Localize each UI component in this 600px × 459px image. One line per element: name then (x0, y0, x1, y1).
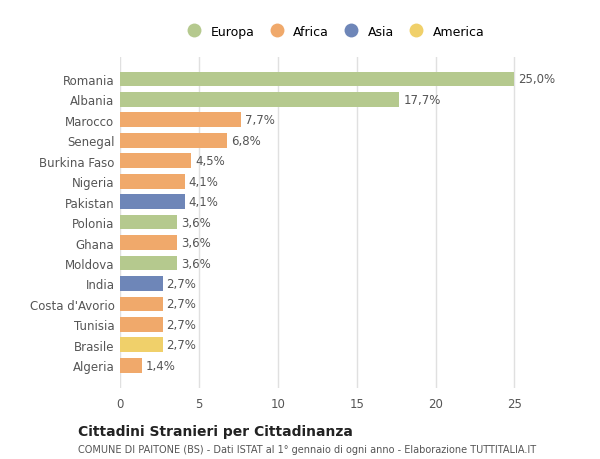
Bar (120, 358, 142, 373)
Bar (120, 154, 191, 169)
Text: 4,1%: 4,1% (188, 196, 218, 209)
Text: 3,6%: 3,6% (181, 257, 211, 270)
Text: 1,4%: 1,4% (146, 359, 176, 372)
Bar (120, 317, 163, 332)
Text: 17,7%: 17,7% (403, 94, 440, 106)
Text: COMUNE DI PAITONE (BS) - Dati ISTAT al 1° gennaio di ogni anno - Elaborazione TU: COMUNE DI PAITONE (BS) - Dati ISTAT al 1… (78, 444, 536, 454)
Legend: Europa, Africa, Asia, America: Europa, Africa, Asia, America (182, 26, 484, 39)
Bar (120, 73, 514, 87)
Text: 3,6%: 3,6% (181, 236, 211, 250)
Bar (120, 174, 185, 189)
Text: 2,7%: 2,7% (167, 298, 196, 311)
Bar (120, 134, 227, 148)
Bar (120, 93, 399, 107)
Bar (120, 195, 185, 210)
Bar (120, 338, 163, 353)
Bar (120, 256, 177, 271)
Bar (120, 276, 163, 291)
Bar (120, 297, 163, 312)
Text: 25,0%: 25,0% (518, 73, 556, 86)
Text: Cittadini Stranieri per Cittadinanza: Cittadini Stranieri per Cittadinanza (78, 425, 353, 438)
Text: 2,7%: 2,7% (167, 277, 196, 291)
Text: 4,5%: 4,5% (195, 155, 224, 168)
Bar (120, 113, 241, 128)
Text: 6,8%: 6,8% (231, 134, 261, 147)
Text: 2,7%: 2,7% (167, 339, 196, 352)
Bar (120, 235, 177, 250)
Text: 2,7%: 2,7% (167, 318, 196, 331)
Text: 3,6%: 3,6% (181, 216, 211, 229)
Text: 4,1%: 4,1% (188, 175, 218, 188)
Bar (120, 215, 177, 230)
Text: 7,7%: 7,7% (245, 114, 275, 127)
